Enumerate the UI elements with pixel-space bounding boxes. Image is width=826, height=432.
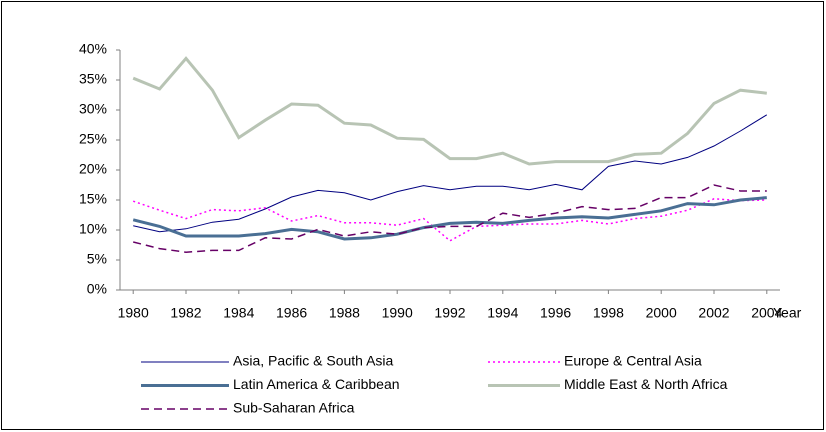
y-tick-label: 0% [87,281,107,297]
x-tick-label: 1998 [593,305,624,321]
y-tick-label: 20% [79,161,107,177]
y-tick-label: 30% [79,101,107,117]
x-tick-label: 1984 [223,305,254,321]
series-line [132,198,767,242]
x-tick-label: 1986 [276,305,307,321]
series-line [132,196,767,241]
x-tick-label: 2000 [646,305,677,321]
x-tick-label: 1996 [540,305,571,321]
y-tick-label: 25% [79,131,107,147]
legend-label: Sub-Saharan Africa [233,400,355,416]
series-line [133,114,768,233]
legend-label: Europe & Central Asia [564,353,702,369]
y-tick-label: 10% [79,221,107,237]
y-tick-label: 40% [79,41,107,57]
y-tick-label: 35% [79,71,107,87]
x-tick-label: 1982 [170,305,201,321]
x-tick-label: 2004 [751,305,782,321]
y-tick-label: 15% [79,191,107,207]
legend-label: Middle East & North Africa [564,376,728,392]
series-line [133,184,767,253]
x-tick-label: 1988 [329,305,360,321]
x-tick-label: 1992 [434,305,465,321]
legend-label: Asia, Pacific & South Asia [233,353,394,369]
series-line [132,56,767,166]
x-tick-label: 2002 [698,305,729,321]
legend-label: Latin America & Caribbean [233,376,400,392]
x-tick-label: 1994 [487,305,518,321]
x-axis-label: Year [773,305,802,321]
y-tick-label: 5% [87,251,107,267]
x-tick-label: 1990 [382,305,413,321]
x-tick-label: 1980 [118,305,149,321]
